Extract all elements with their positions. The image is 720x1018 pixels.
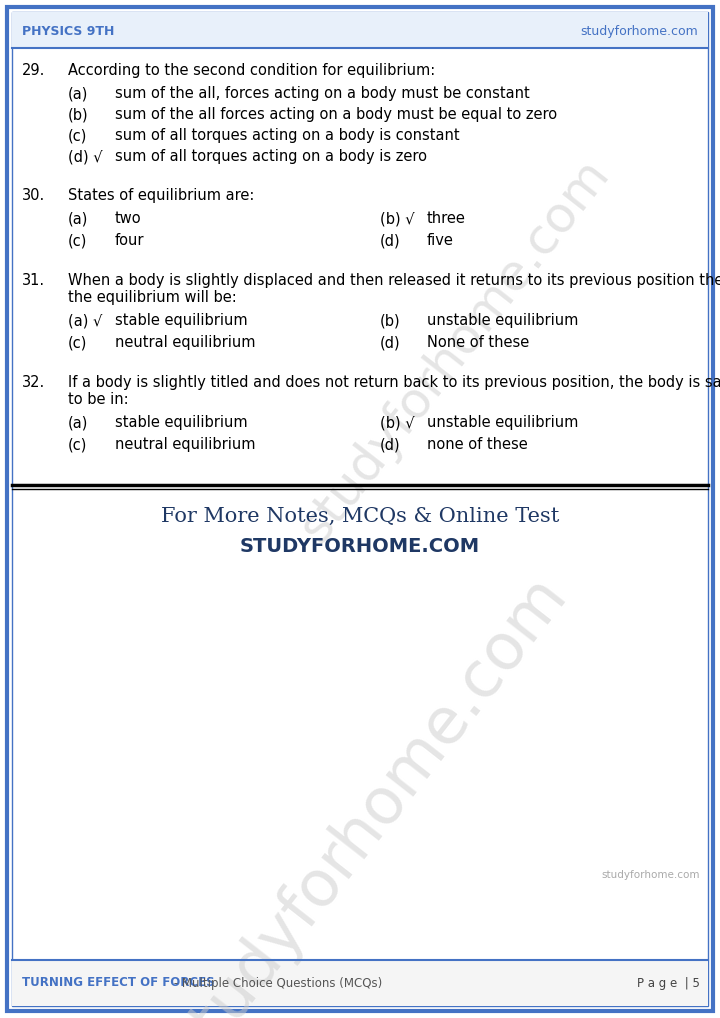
Text: For More Notes, MCQs & Online Test: For More Notes, MCQs & Online Test — [161, 507, 559, 526]
Text: sum of the all forces acting on a body must be equal to zero: sum of the all forces acting on a body m… — [115, 107, 557, 122]
Text: studyforhome.com: studyforhome.com — [290, 150, 618, 551]
Text: (a): (a) — [68, 415, 89, 430]
Text: (d): (d) — [380, 335, 400, 350]
Text: P a g e  | 5: P a g e | 5 — [637, 976, 700, 989]
Text: studyforhome.com: studyforhome.com — [601, 870, 700, 880]
Text: stable equilibrium: stable equilibrium — [115, 415, 248, 430]
Text: neutral equilibrium: neutral equilibrium — [115, 335, 256, 350]
Text: 30.: 30. — [22, 188, 45, 203]
Text: (a): (a) — [68, 211, 89, 226]
Text: neutral equilibrium: neutral equilibrium — [115, 437, 256, 452]
Text: (b) √: (b) √ — [380, 211, 415, 226]
Text: unstable equilibrium: unstable equilibrium — [427, 313, 578, 328]
Text: (d): (d) — [380, 233, 400, 248]
Text: two: two — [115, 211, 142, 226]
Text: 29.: 29. — [22, 63, 45, 78]
Text: none of these: none of these — [427, 437, 528, 452]
Text: (c): (c) — [68, 128, 87, 143]
Text: (d): (d) — [380, 437, 400, 452]
Text: sum of all torques acting on a body is constant: sum of all torques acting on a body is c… — [115, 128, 459, 143]
Text: (c): (c) — [68, 437, 87, 452]
Text: sum of the all, forces acting on a body must be constant: sum of the all, forces acting on a body … — [115, 86, 530, 101]
Text: to be in:: to be in: — [68, 392, 129, 407]
Text: When a body is slightly displaced and then released it returns to its previous p: When a body is slightly displaced and th… — [68, 273, 720, 288]
Text: (b) √: (b) √ — [380, 415, 415, 430]
Text: According to the second condition for equilibrium:: According to the second condition for eq… — [68, 63, 436, 78]
Text: sum of all torques acting on a body is zero: sum of all torques acting on a body is z… — [115, 149, 427, 164]
Text: None of these: None of these — [427, 335, 529, 350]
Text: four: four — [115, 233, 145, 248]
Bar — [12, 960, 708, 1006]
Text: (d) √: (d) √ — [68, 149, 103, 164]
Text: studyforhome.com: studyforhome.com — [580, 24, 698, 38]
Text: - Multiple Choice Questions (MCQs): - Multiple Choice Questions (MCQs) — [170, 976, 382, 989]
Text: the equilibrium will be:: the equilibrium will be: — [68, 290, 237, 305]
Text: stable equilibrium: stable equilibrium — [115, 313, 248, 328]
Text: (b): (b) — [380, 313, 400, 328]
Text: five: five — [427, 233, 454, 248]
Text: STUDYFORHOME.COM: STUDYFORHOME.COM — [240, 538, 480, 556]
Text: studyforhome.com: studyforhome.com — [160, 564, 579, 1018]
Text: If a body is slightly titled and does not return back to its previous position, : If a body is slightly titled and does no… — [68, 375, 720, 390]
Text: three: three — [427, 211, 466, 226]
Text: (a): (a) — [68, 86, 89, 101]
Text: 31.: 31. — [22, 273, 45, 288]
Text: States of equilibrium are:: States of equilibrium are: — [68, 188, 254, 203]
Text: PHYSICS 9TH: PHYSICS 9TH — [22, 24, 114, 38]
Text: TURNING EFFECT OF FORCES: TURNING EFFECT OF FORCES — [22, 976, 215, 989]
Text: (a) √: (a) √ — [68, 313, 102, 328]
Text: (b): (b) — [68, 107, 89, 122]
Text: unstable equilibrium: unstable equilibrium — [427, 415, 578, 430]
Text: (c): (c) — [68, 233, 87, 248]
Text: 32.: 32. — [22, 375, 45, 390]
Text: (c): (c) — [68, 335, 87, 350]
Bar — [12, 12, 708, 48]
